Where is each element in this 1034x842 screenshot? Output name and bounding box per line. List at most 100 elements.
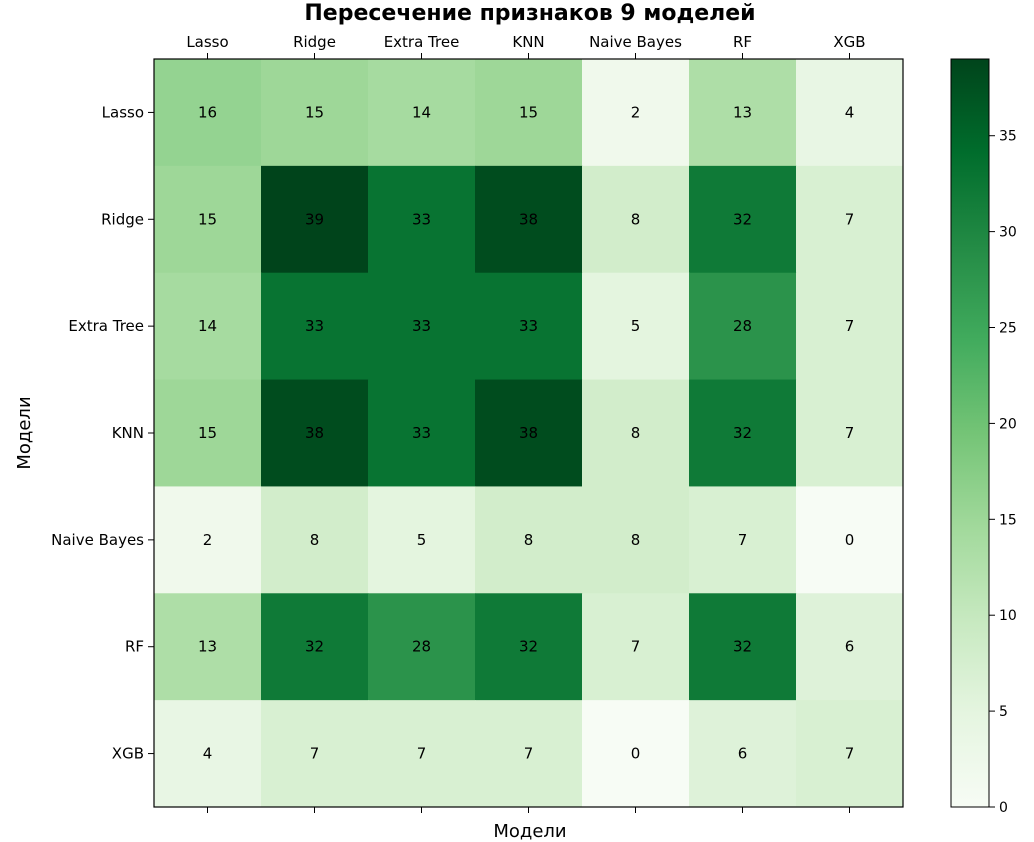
y-tick-label: Extra Tree: [68, 317, 144, 335]
y-tick-label: Naive Bayes: [51, 531, 144, 549]
cell-value-label: 13: [733, 103, 752, 121]
cell-value-label: 15: [198, 210, 217, 228]
heatmap-cell-labels: 16 15 14 15 2 13 415 39 33 38 8 32 714 33 33 33 5 28 715 38…: [198, 103, 854, 762]
cell-value-label: 15: [198, 424, 217, 442]
cell-value-label: 32: [733, 638, 752, 656]
cell-value-label: 7: [417, 745, 427, 763]
colorbar-tick-label: 0: [999, 800, 1008, 816]
cell-value-label: 28: [412, 638, 431, 656]
cell-value-label: 38: [519, 424, 538, 442]
y-tick-label: Ridge: [101, 210, 144, 228]
cell-value-label: 28: [733, 317, 752, 335]
cell-value-label: 6: [738, 745, 748, 763]
cell-value-label: 0: [631, 745, 641, 763]
heatmap-cell: [368, 165, 476, 274]
heatmap-cell: [796, 379, 904, 487]
heatmap-cell: [582, 379, 690, 487]
cell-value-label: 33: [412, 210, 431, 228]
cell-value-label: 32: [733, 210, 752, 228]
cell-value-label: 0: [845, 531, 855, 549]
heatmap-cell: [796, 272, 904, 381]
cell-value-label: 4: [845, 103, 855, 121]
cell-value-label: 5: [631, 317, 641, 335]
heatmap-cell: [475, 486, 583, 594]
cell-value-label: 7: [524, 745, 534, 763]
cell-value-label: 6: [845, 638, 855, 656]
colorbar-tick-label: 35: [999, 129, 1017, 145]
heatmap-cell: [796, 59, 904, 167]
x-tick-label: KNN: [512, 33, 544, 51]
heatmap-cell: [582, 700, 690, 808]
cell-value-label: 8: [631, 424, 641, 442]
cell-value-label: 14: [198, 317, 217, 335]
heatmap-cell: [582, 486, 690, 594]
heatmap-cell: [582, 593, 690, 701]
heatmap-cell: [368, 700, 476, 808]
cell-value-label: 7: [845, 424, 855, 442]
colorbar-tick-label: 10: [999, 608, 1017, 624]
cell-value-label: 32: [733, 424, 752, 442]
heatmap-cell: [261, 486, 369, 594]
cell-value-label: 7: [845, 317, 855, 335]
x-axis-label: Модели: [493, 821, 566, 842]
cell-value-label: 7: [845, 210, 855, 228]
heatmap-cell: [689, 486, 797, 594]
cell-value-label: 2: [631, 103, 641, 121]
heatmap-cell: [689, 379, 797, 487]
colorbar-tick-label: 25: [999, 321, 1017, 337]
cell-value-label: 8: [631, 531, 641, 549]
heatmap-cell: [582, 272, 690, 381]
heatmap-cell: [689, 165, 797, 274]
cell-value-label: 2: [203, 531, 213, 549]
heatmap-cells: [154, 59, 904, 808]
y-tick-label: Lasso: [102, 103, 144, 121]
heatmap-cell: [796, 486, 904, 594]
cell-value-label: 14: [412, 103, 431, 121]
x-tick-label: Lasso: [186, 33, 228, 51]
y-tick-label: KNN: [112, 424, 144, 442]
heatmap-cell: [368, 379, 476, 487]
cell-value-label: 38: [519, 210, 538, 228]
y-tick-label: RF: [125, 638, 144, 656]
cell-value-label: 16: [198, 103, 217, 121]
y-tick-label: XGB: [112, 745, 144, 763]
cell-value-label: 33: [412, 317, 431, 335]
y-axis-ticks: Lasso Ridge Extra Tree KNN Naive Bayes RF XGB: [51, 103, 154, 763]
x-tick-label: Naive Bayes: [589, 33, 682, 51]
heatmap-cell: [368, 272, 476, 381]
heatmap-cell: [796, 165, 904, 274]
heatmap-cell: [261, 165, 369, 274]
x-tick-label: Ridge: [293, 33, 336, 51]
cell-value-label: 7: [631, 638, 641, 656]
heatmap-cell: [796, 593, 904, 701]
cell-value-label: 7: [845, 745, 855, 763]
x-axis-ticks: Lasso Ridge Extra Tree KNN Naive Bayes RF XGB: [186, 33, 866, 813]
cell-value-label: 8: [524, 531, 534, 549]
heatmap-cell: [154, 272, 262, 381]
heatmap-cell: [261, 593, 369, 701]
heatmap-cell: [475, 700, 583, 808]
heatmap-cell: [475, 593, 583, 701]
x-tick-label: RF: [733, 33, 752, 51]
colorbar-tick-label: 30: [999, 225, 1017, 241]
cell-value-label: 13: [198, 638, 217, 656]
cell-value-label: 33: [412, 424, 431, 442]
x-tick-label: XGB: [833, 33, 865, 51]
heatmap-cell: [689, 593, 797, 701]
cell-value-label: 4: [203, 745, 213, 763]
colorbar-tick-label: 20: [999, 416, 1017, 432]
cell-value-label: 33: [305, 317, 324, 335]
cell-value-label: 7: [738, 531, 748, 549]
heatmap-cell: [689, 700, 797, 808]
heatmap-cell: [154, 59, 262, 167]
heatmap-cell: [261, 700, 369, 808]
heatmap-cell: [154, 593, 262, 701]
heatmap-cell: [582, 165, 690, 274]
cell-value-label: 8: [310, 531, 320, 549]
cell-value-label: 15: [519, 103, 538, 121]
heatmap-cell: [689, 272, 797, 381]
heatmap-cell: [796, 700, 904, 808]
heatmap-cell: [475, 379, 583, 487]
heatmap-cell: [261, 272, 369, 381]
